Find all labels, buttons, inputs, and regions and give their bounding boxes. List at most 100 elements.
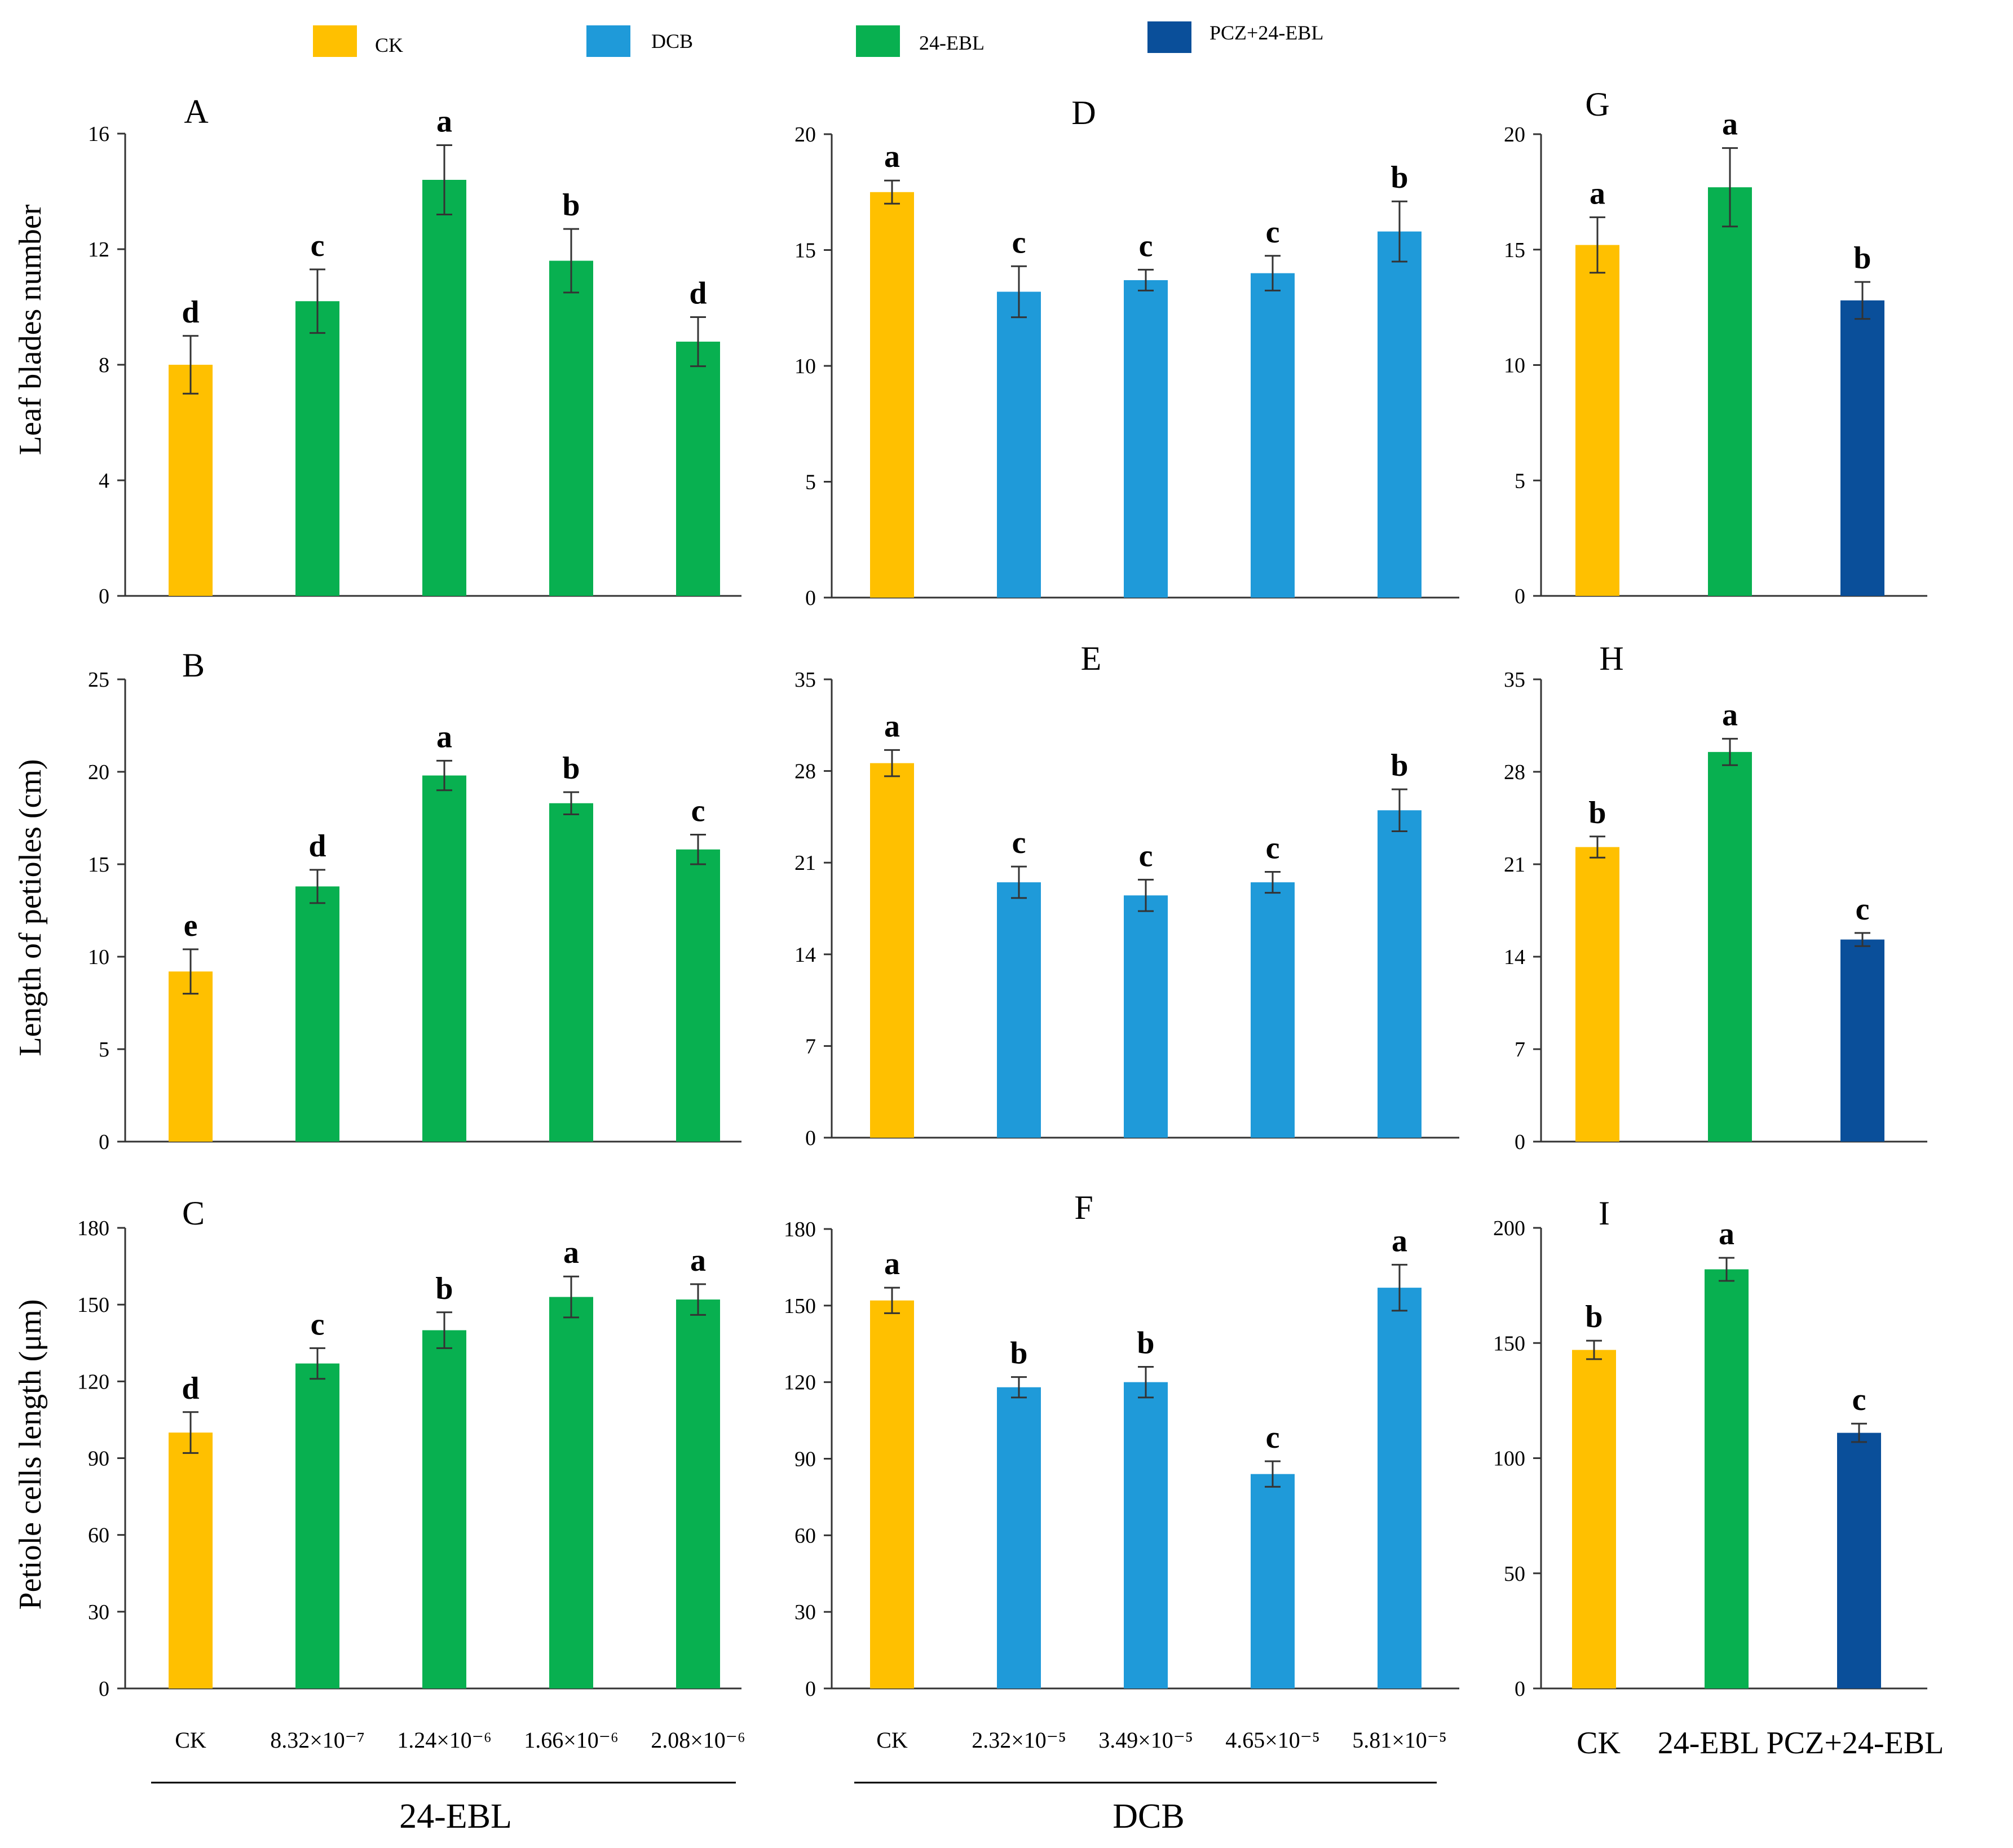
bar-A-1 (169, 365, 213, 596)
bar-A-3 (422, 180, 466, 596)
bar-C-2 (295, 1363, 339, 1688)
significance-letter-C-4: a (563, 1235, 579, 1270)
group-label-dcb: DCB (1113, 1797, 1184, 1836)
significance-letter-A-4: b (562, 188, 580, 223)
bar-C-1 (169, 1433, 213, 1688)
significance-letter-G-3: b (1853, 241, 1871, 276)
bar-G-3 (1840, 300, 1884, 596)
x-category-label-I-2: 24-EBL (1658, 1726, 1759, 1761)
significance-letter-E-3: c (1139, 838, 1153, 873)
bar-A-2 (295, 301, 339, 596)
bar-F-1 (870, 1300, 914, 1688)
y-tick-label-C-5: 150 (77, 1293, 109, 1317)
ylabel-leaf-blades: Leaf blades number (13, 204, 48, 455)
panel-letter-G: G (1585, 86, 1609, 123)
y-tick-label-E-2: 14 (794, 943, 816, 967)
bar-C-3 (422, 1330, 466, 1688)
significance-letter-I-2: a (1719, 1217, 1734, 1252)
panel-E: 0 7 14 21 28 35 Ea c c c b (794, 640, 1459, 1150)
panel-C: 0 30 60 90 120 150 180 Cd CK c 8.32×10⁻⁷ b 1.24×10⁻⁶… (77, 1195, 745, 1753)
bar-B-2 (295, 886, 339, 1142)
significance-letter-G-2: a (1722, 107, 1738, 142)
y-tick-label-B-0: 0 (99, 1130, 109, 1154)
significance-letter-F-5: a (1392, 1223, 1407, 1258)
y-tick-label-A-4: 16 (88, 122, 109, 146)
y-tick-label-D-2: 10 (794, 355, 816, 378)
panel-G: 0 5 10 15 20 Ga a b (1504, 86, 1927, 608)
y-tick-label-C-3: 90 (88, 1447, 109, 1471)
significance-letter-C-1: d (182, 1371, 199, 1406)
bar-A-5 (676, 342, 720, 596)
panel-F: 0 30 60 90 120 150 180 Fa CK b 2.32×10⁻⁵ b 3.49×10⁻⁵… (784, 1189, 1459, 1753)
significance-letter-C-2: c (311, 1307, 325, 1342)
y-tick-label-C-6: 180 (77, 1217, 109, 1240)
significance-letter-E-5: b (1390, 748, 1408, 783)
x-category-label-F-5: 5.81×10⁻⁵ (1352, 1727, 1447, 1753)
panel-letter-E: E (1081, 640, 1102, 677)
y-tick-label-A-3: 12 (88, 238, 109, 262)
y-tick-label-F-4: 120 (784, 1371, 816, 1395)
panel-H: 0 7 14 21 28 35 Hb a c (1504, 640, 1927, 1154)
chart-panels: 0 4 8 12 16 Ad c a b d 0 5 10 15 20 25 Be d a b c 0 30 60 90 120 1… (77, 86, 1944, 1761)
y-tick-label-B-2: 10 (88, 945, 109, 969)
x-category-label-F-1: CK (876, 1727, 908, 1753)
x-category-label-F-4: 4.65×10⁻⁵ (1225, 1727, 1320, 1753)
significance-letter-H-3: c (1856, 892, 1870, 927)
significance-letter-D-2: c (1012, 225, 1026, 260)
y-tick-label-C-1: 30 (88, 1601, 109, 1624)
significance-letter-A-5: d (689, 276, 707, 311)
y-tick-label-D-3: 15 (794, 239, 816, 263)
significance-letter-F-3: b (1137, 1326, 1154, 1361)
bar-I-3 (1837, 1433, 1881, 1688)
bar-D-3 (1124, 280, 1168, 598)
bar-I-1 (1572, 1350, 1616, 1688)
bar-H-2 (1708, 751, 1752, 1142)
y-tick-label-I-3: 150 (1493, 1332, 1525, 1355)
significance-letter-E-2: c (1012, 825, 1026, 860)
x-category-label-F-3: 3.49×10⁻⁵ (1098, 1727, 1193, 1753)
y-tick-label-E-5: 35 (794, 668, 816, 692)
bar-E-1 (870, 763, 914, 1138)
bar-F-2 (997, 1387, 1041, 1688)
bar-D-5 (1378, 231, 1422, 598)
x-category-label-C-2: 8.32×10⁻⁷ (270, 1727, 365, 1753)
y-tick-label-H-1: 7 (1515, 1038, 1525, 1062)
y-tick-label-E-1: 7 (805, 1034, 816, 1058)
significance-letter-A-1: d (182, 295, 199, 330)
y-tick-label-B-4: 20 (88, 761, 109, 784)
y-tick-label-I-1: 50 (1504, 1562, 1525, 1586)
y-tick-label-G-4: 20 (1504, 123, 1525, 147)
y-tick-label-A-1: 4 (99, 469, 109, 493)
legend-label-4: PCZ+24-EBL (1209, 21, 1323, 44)
x-category-label-C-5: 2.08×10⁻⁶ (651, 1727, 745, 1753)
bar-F-5 (1378, 1288, 1422, 1688)
bar-H-1 (1575, 847, 1619, 1142)
bar-C-5 (676, 1299, 720, 1688)
significance-letter-B-3: a (436, 719, 452, 754)
y-tick-label-C-2: 60 (88, 1524, 109, 1548)
y-tick-label-H-0: 0 (1515, 1130, 1525, 1154)
significance-letter-E-1: a (884, 709, 900, 744)
group-label-24ebl: 24-EBL (399, 1797, 512, 1836)
legend-swatch-3 (856, 25, 900, 57)
bar-F-4 (1251, 1474, 1295, 1688)
significance-letter-D-3: c (1139, 228, 1153, 263)
y-tick-label-C-0: 0 (99, 1677, 109, 1701)
x-category-label-I-1: CK (1577, 1726, 1621, 1761)
panel-letter-C: C (182, 1195, 205, 1232)
significance-letter-F-2: b (1010, 1336, 1027, 1371)
bar-D-2 (997, 291, 1041, 598)
y-tick-label-D-4: 20 (794, 123, 816, 147)
y-tick-label-G-0: 0 (1515, 585, 1525, 608)
x-category-label-I-3: PCZ+24-EBL (1767, 1726, 1944, 1761)
y-tick-label-B-1: 5 (99, 1038, 109, 1062)
bar-A-4 (549, 260, 593, 596)
significance-letter-B-1: e (184, 908, 198, 943)
y-tick-label-I-0: 0 (1515, 1677, 1525, 1701)
y-tick-label-G-3: 15 (1504, 238, 1525, 262)
significance-letter-H-2: a (1722, 697, 1738, 732)
significance-letter-B-5: c (691, 794, 705, 829)
significance-letter-A-2: c (311, 228, 325, 263)
significance-letter-F-1: a (884, 1246, 900, 1281)
y-tick-label-E-0: 0 (805, 1126, 816, 1150)
